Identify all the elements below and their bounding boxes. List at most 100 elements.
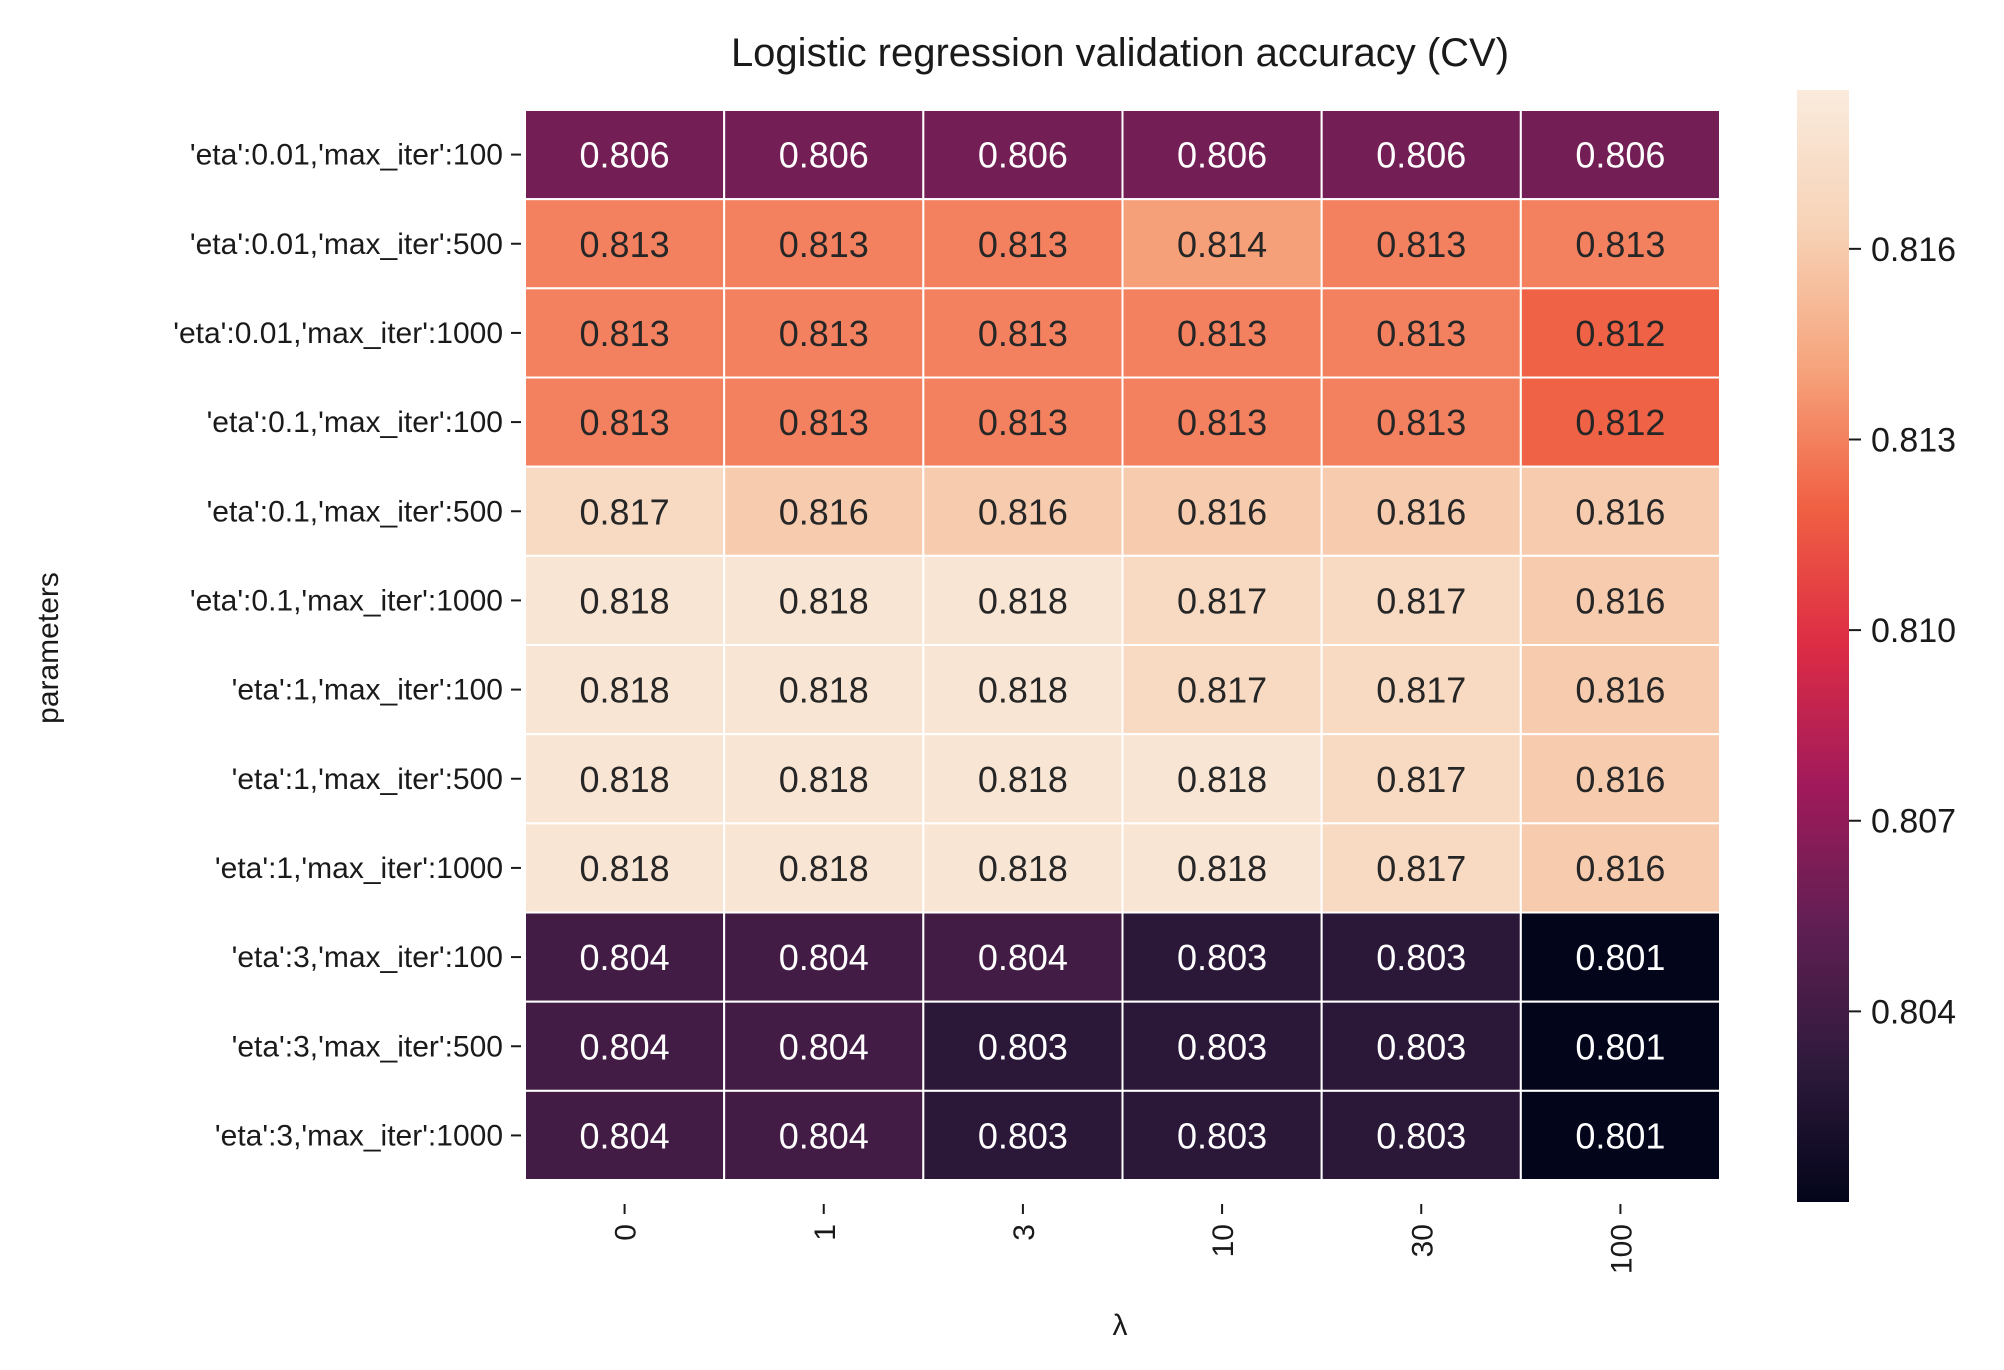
heatmap-cell xyxy=(524,376,726,468)
cell-value-label: 0.801 xyxy=(1575,1026,1665,1067)
chart-title: Logistic regression validation accuracy … xyxy=(731,31,1509,75)
heatmap-cell xyxy=(1320,287,1522,379)
cell-value-label: 0.818 xyxy=(779,759,869,800)
cell-value-label: 0.818 xyxy=(580,759,670,800)
heatmap-cell xyxy=(524,644,726,736)
heatmap-cell xyxy=(723,911,925,1003)
cell-value-label: 0.818 xyxy=(580,670,670,711)
heatmap-cells xyxy=(524,109,1722,1182)
heatmap-cell xyxy=(922,822,1124,914)
cell-value-label: 0.813 xyxy=(779,402,869,443)
heatmap-cell xyxy=(524,733,726,825)
cell-value-label: 0.817 xyxy=(1376,848,1466,889)
cell-value-label: 0.803 xyxy=(978,1026,1068,1067)
cell-value-label: 0.814 xyxy=(1177,224,1267,265)
cell-value-label: 0.816 xyxy=(1575,759,1665,800)
colorbar-tick-label: 0.810 xyxy=(1871,612,1956,650)
cell-value-label: 0.813 xyxy=(1376,313,1466,354)
heatmap-cell xyxy=(1519,644,1722,736)
heatmap-cell xyxy=(1519,1000,1722,1092)
heatmap-cell xyxy=(1320,911,1522,1003)
cell-value-label: 0.813 xyxy=(779,313,869,354)
heatmap-cell xyxy=(1121,465,1323,557)
cell-value-label: 0.813 xyxy=(978,402,1068,443)
heatmap-cell xyxy=(1121,1089,1323,1182)
cell-value-label: 0.817 xyxy=(1376,580,1466,621)
colorbar-ticks: 0.804 0.807 0.810 0.813 0.816 xyxy=(1849,231,1956,1031)
heatmap-cell xyxy=(1320,376,1522,468)
cell-value-label: 0.817 xyxy=(1376,759,1466,800)
cell-value-label: 0.816 xyxy=(1177,491,1267,532)
cell-value-label: 0.816 xyxy=(1575,491,1665,532)
heatmap-cell xyxy=(1519,1089,1722,1182)
y-tick-label: 'eta':3,'max_iter':1000 xyxy=(215,1119,503,1152)
cell-value-label: 0.818 xyxy=(779,670,869,711)
cell-value-label: 0.813 xyxy=(978,313,1068,354)
x-tick-label: 3 xyxy=(1008,1224,1041,1241)
x-tick-label: 100 xyxy=(1605,1224,1638,1274)
heatmap-cell xyxy=(922,1089,1124,1182)
heatmap-cell xyxy=(1519,733,1722,825)
heatmap-cell xyxy=(1320,733,1522,825)
cell-value-label: 0.812 xyxy=(1575,402,1665,443)
x-axis-ticks: 0 1 3 10 30 100 xyxy=(610,1204,1638,1274)
cell-value-label: 0.818 xyxy=(779,580,869,621)
y-tick-label: 'eta':3,'max_iter':500 xyxy=(232,1030,503,1063)
heatmap-cell xyxy=(1519,287,1722,379)
y-tick-label: 'eta':0.1,'max_iter':1000 xyxy=(190,584,503,617)
heatmap-cell xyxy=(1519,109,1722,201)
heatmap-cell xyxy=(1519,198,1722,290)
cell-value-label: 0.813 xyxy=(1177,313,1267,354)
cell-value-label: 0.803 xyxy=(1376,1115,1466,1156)
heatmap-cell xyxy=(1519,376,1722,468)
cell-value-label: 0.806 xyxy=(978,135,1068,176)
y-tick-label: 'eta':0.01,'max_iter':500 xyxy=(190,228,503,261)
cell-value-label: 0.803 xyxy=(1376,937,1466,978)
y-axis-ticks: 'eta':0.01,'max_iter':100 'eta':0.01,'max… xyxy=(173,139,521,1152)
cell-value-label: 0.804 xyxy=(580,937,670,978)
cell-value-label: 0.804 xyxy=(779,937,869,978)
cell-value-label: 0.804 xyxy=(779,1026,869,1067)
y-tick-label: 'eta':0.1,'max_iter':100 xyxy=(207,406,503,439)
cell-value-label: 0.817 xyxy=(1376,670,1466,711)
cell-value-label: 0.812 xyxy=(1575,313,1665,354)
cell-value-label: 0.813 xyxy=(779,224,869,265)
x-tick-label: 1 xyxy=(809,1224,842,1241)
heatmap-cell-labels: 0.806 0.806 0.806 0.806 0.806 0.806 0.813 0.813… xyxy=(580,135,1666,1157)
heatmap-cell xyxy=(1121,287,1323,379)
cell-value-label: 0.818 xyxy=(978,848,1068,889)
colorbar-tick-label: 0.807 xyxy=(1871,803,1956,841)
heatmap-cell xyxy=(524,1000,726,1092)
cell-value-label: 0.803 xyxy=(1376,1026,1466,1067)
heatmap-cell xyxy=(524,822,726,914)
y-tick-label: 'eta':0.01,'max_iter':100 xyxy=(190,139,503,172)
cell-value-label: 0.806 xyxy=(1376,135,1466,176)
heatmap-cell xyxy=(524,109,726,201)
cell-value-label: 0.806 xyxy=(1575,135,1665,176)
x-tick-label: 0 xyxy=(610,1224,643,1241)
heatmap-cell xyxy=(922,109,1124,201)
cell-value-label: 0.806 xyxy=(580,135,670,176)
cell-value-label: 0.806 xyxy=(1177,135,1267,176)
heatmap-cell xyxy=(1519,554,1722,646)
cell-value-label: 0.804 xyxy=(580,1115,670,1156)
cell-value-label: 0.803 xyxy=(978,1115,1068,1156)
cell-value-label: 0.816 xyxy=(1376,491,1466,532)
cell-value-label: 0.813 xyxy=(1376,224,1466,265)
colorbar-tick-label: 0.804 xyxy=(1871,993,1956,1031)
y-axis-label: parameters xyxy=(32,572,65,724)
heatmap-cell xyxy=(1121,644,1323,736)
heatmap-cell xyxy=(1121,733,1323,825)
x-tick-label: 10 xyxy=(1207,1224,1240,1257)
cell-value-label: 0.804 xyxy=(580,1026,670,1067)
heatmap-cell xyxy=(1320,465,1522,557)
cell-value-label: 0.818 xyxy=(580,580,670,621)
heatmap-cell xyxy=(922,733,1124,825)
cell-value-label: 0.818 xyxy=(580,848,670,889)
cell-value-label: 0.813 xyxy=(580,224,670,265)
heatmap-cell xyxy=(1320,822,1522,914)
cell-value-label: 0.803 xyxy=(1177,1115,1267,1156)
cell-value-label: 0.816 xyxy=(1575,848,1665,889)
heatmap-cell xyxy=(1121,376,1323,468)
